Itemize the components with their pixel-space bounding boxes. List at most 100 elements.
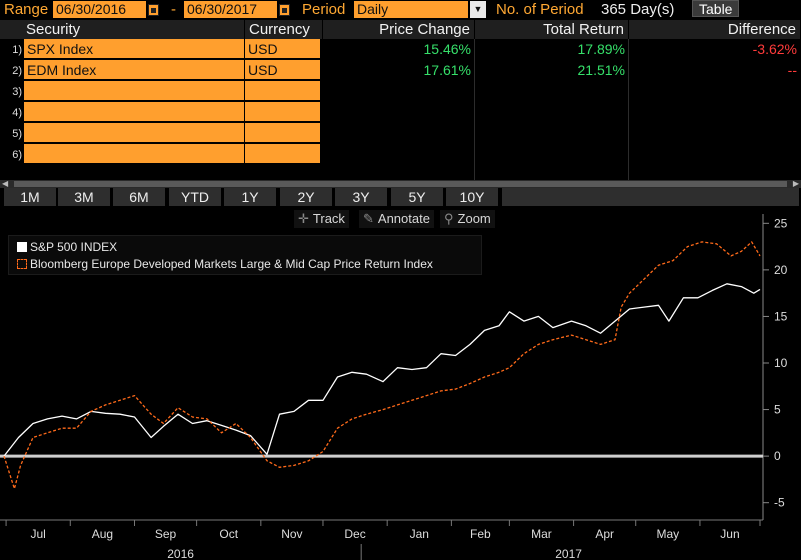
legend-label: Bloomberg Europe Developed Markets Large…	[30, 257, 433, 271]
range-button-1m[interactable]: 1M	[4, 188, 58, 206]
total-return-cell: 17.89%	[577, 41, 625, 57]
periods-value[interactable]: 365 Day(s)	[601, 1, 675, 18]
range-bar-filler	[502, 188, 801, 206]
range-button-5y[interactable]: 5Y	[391, 188, 445, 206]
periods-label: No. of Period	[496, 1, 584, 18]
horizontal-scrollbar[interactable]: ◀ ▶	[0, 180, 801, 188]
y-tick-label: -5	[774, 496, 785, 510]
y-tick-label: 10	[774, 356, 788, 370]
track-label: Track	[312, 211, 345, 226]
zoom-label: Zoom	[457, 211, 491, 226]
row-number: 2)	[12, 65, 22, 77]
start-date-field[interactable]: 06/30/2016	[53, 1, 146, 18]
annotate-button[interactable]: ✎ Annotate	[359, 210, 434, 228]
security-grid: Security Currency Price Change Total Ret…	[0, 20, 801, 180]
crosshair-icon: ✛	[298, 211, 309, 226]
x-tick-label: Jun	[720, 527, 739, 541]
series-line-edm	[3, 241, 761, 490]
price-change-cell: 15.46%	[423, 41, 471, 57]
row-number: 1)	[12, 44, 22, 56]
currency-cell[interactable]: USD	[245, 60, 321, 80]
column-divider	[628, 39, 629, 180]
pencil-icon: ✎	[363, 211, 374, 226]
legend-label: S&P 500 INDEX	[30, 240, 118, 254]
scroll-left-icon[interactable]: ◀	[2, 179, 9, 188]
annotate-label: Annotate	[377, 211, 430, 226]
difference-cell: --	[787, 62, 797, 78]
y-tick-label: 5	[774, 403, 781, 417]
scrollbar-thumb[interactable]	[14, 181, 787, 187]
range-button-3y[interactable]: 3Y	[335, 188, 389, 206]
x-axis: Jul Aug Sep Oct Nov Dec Jan Feb Mar Apr May Jun 2016…	[0, 519, 763, 560]
column-header-security[interactable]: Security	[0, 20, 245, 39]
x-tick-label: Dec	[344, 527, 365, 541]
legend-swatch-orange	[17, 259, 27, 269]
x-tick-label: Sep	[155, 527, 177, 541]
difference-cell: -3.62%	[752, 41, 797, 57]
security-cell[interactable]	[24, 81, 245, 101]
column-header-total-return[interactable]: Total Return	[475, 20, 629, 39]
range-button-10y[interactable]: 10Y	[446, 188, 500, 206]
column-header-currency[interactable]: Currency	[245, 20, 323, 39]
chart-legend: S&P 500 INDEX Bloomberg Europe Developed…	[8, 235, 482, 275]
currency-cell[interactable]	[245, 123, 321, 143]
x-tick-label: Jul	[31, 527, 46, 541]
performance-chart[interactable]: Jul Aug Sep Oct Nov Dec Jan Feb Mar Apr May Jun 2016…	[0, 206, 801, 560]
security-cell[interactable]	[24, 144, 245, 164]
magnifier-icon: ⚲	[444, 211, 454, 226]
currency-cell[interactable]	[245, 144, 321, 164]
currency-cell[interactable]	[245, 102, 321, 122]
security-cell[interactable]	[24, 123, 245, 143]
x-tick-label: May	[656, 527, 679, 541]
security-cell[interactable]	[24, 102, 245, 122]
column-divider	[474, 39, 475, 180]
x-tick-label: Aug	[92, 527, 113, 541]
y-axis: -5 0 5 10 15 20 25	[762, 214, 788, 520]
security-cell[interactable]: EDM Index	[24, 60, 245, 80]
range-dash: -	[171, 1, 176, 18]
column-header-difference[interactable]: Difference	[629, 20, 801, 39]
security-cell[interactable]: SPX Index	[24, 39, 245, 59]
total-return-cell: 21.51%	[577, 62, 625, 78]
series-layer	[3, 241, 761, 490]
dropdown-arrow-icon[interactable]: ▼	[470, 1, 486, 18]
column-header-price-change[interactable]: Price Change	[323, 20, 475, 39]
x-tick-label: Apr	[595, 527, 614, 541]
row-number: 6)	[12, 149, 22, 161]
row-number: 4)	[12, 107, 22, 119]
track-button[interactable]: ✛ Track	[294, 210, 349, 228]
period-label: Period	[302, 1, 346, 18]
range-label: Range	[4, 1, 49, 18]
header-toolbar: Range 06/30/2016 - 06/30/2017 Period Dai…	[0, 0, 801, 20]
range-button-6m[interactable]: 6M	[113, 188, 167, 206]
period-select[interactable]: Daily	[354, 1, 468, 18]
range-button-3m[interactable]: 3M	[58, 188, 112, 206]
zoom-button[interactable]: ⚲ Zoom	[440, 210, 495, 228]
x-tick-label: Oct	[219, 527, 238, 541]
scroll-right-icon[interactable]: ▶	[792, 179, 799, 188]
end-date-field[interactable]: 06/30/2017	[184, 1, 277, 18]
y-tick-label: 25	[774, 216, 788, 230]
x-tick-label: Nov	[281, 527, 302, 541]
range-button-ytd[interactable]: YTD	[169, 188, 223, 206]
range-button-2y[interactable]: 2Y	[280, 188, 334, 206]
year-label: 2017	[555, 547, 582, 560]
year-label: 2016	[167, 547, 194, 560]
legend-item-spx[interactable]: S&P 500 INDEX	[17, 240, 117, 254]
table-button[interactable]: Table	[692, 0, 740, 17]
calendar-icon[interactable]	[148, 4, 159, 16]
legend-swatch-white	[17, 242, 27, 252]
series-line-spx	[3, 283, 761, 457]
calendar-icon[interactable]	[279, 4, 290, 16]
row-number: 3)	[12, 86, 22, 98]
y-tick-label: 20	[774, 263, 788, 277]
row-number: 5)	[12, 128, 22, 140]
price-change-cell: 17.61%	[423, 62, 471, 78]
legend-item-edm[interactable]: Bloomberg Europe Developed Markets Large…	[17, 257, 433, 271]
currency-cell[interactable]: USD	[245, 39, 321, 59]
x-tick-label: Jan	[410, 527, 429, 541]
range-button-1y[interactable]: 1Y	[224, 188, 278, 206]
x-tick-label: Mar	[531, 527, 552, 541]
currency-cell[interactable]	[245, 81, 321, 101]
y-tick-label: 0	[774, 449, 781, 463]
